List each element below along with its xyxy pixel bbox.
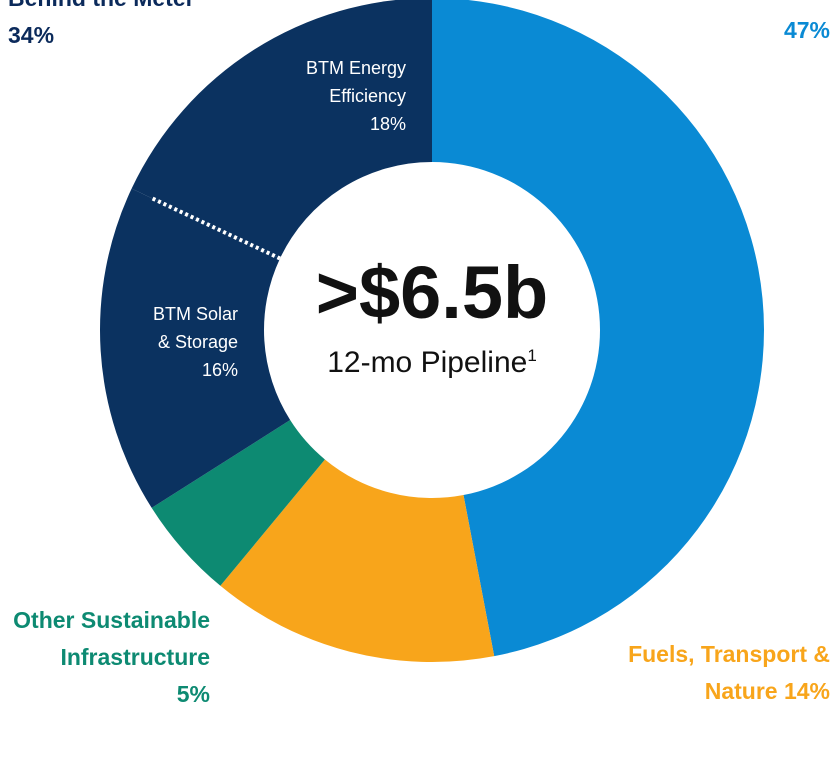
footnote-mark: 1	[527, 346, 537, 365]
group-value: 34%	[8, 22, 55, 48]
center-subtitle-text: 12-mo Pipeline	[327, 346, 528, 379]
segment-name: BTM Solar & Storage	[152, 304, 238, 352]
segment-label: 47%	[630, 12, 830, 49]
donut-segment	[131, 0, 432, 259]
donut-segment	[432, 0, 764, 657]
segment-label: BTM Energy Efficiency 18%	[290, 54, 406, 138]
segment-value: 18%	[369, 114, 406, 134]
segment-label: BTM Solar & Storage 16%	[136, 300, 238, 384]
group-name: Behind the Meter	[8, 0, 195, 17]
segment-name: BTM Energy Efficiency	[305, 58, 406, 106]
segment-value: 47%	[783, 17, 830, 43]
segment-value: 16%	[201, 360, 238, 380]
donut-segment	[220, 459, 495, 662]
segment-label: Other Sustainable Infrastructure 5%	[8, 602, 210, 713]
center-subtitle: 12-mo Pipeline1	[262, 346, 602, 380]
segment-label: Fuels, Transport & Nature 14%	[592, 636, 830, 710]
segment-name: Fuels, Transport & Nature	[628, 641, 830, 704]
center-value: >$6.5b	[315, 251, 549, 334]
segment-value: 14%	[783, 678, 830, 704]
donut-segment	[151, 420, 325, 586]
group-label: Behind the Meter 34%	[8, 0, 195, 54]
segment-name: Other Sustainable Infrastructure	[13, 607, 210, 670]
donut-segment	[100, 188, 291, 508]
segment-value: 5%	[176, 681, 210, 707]
